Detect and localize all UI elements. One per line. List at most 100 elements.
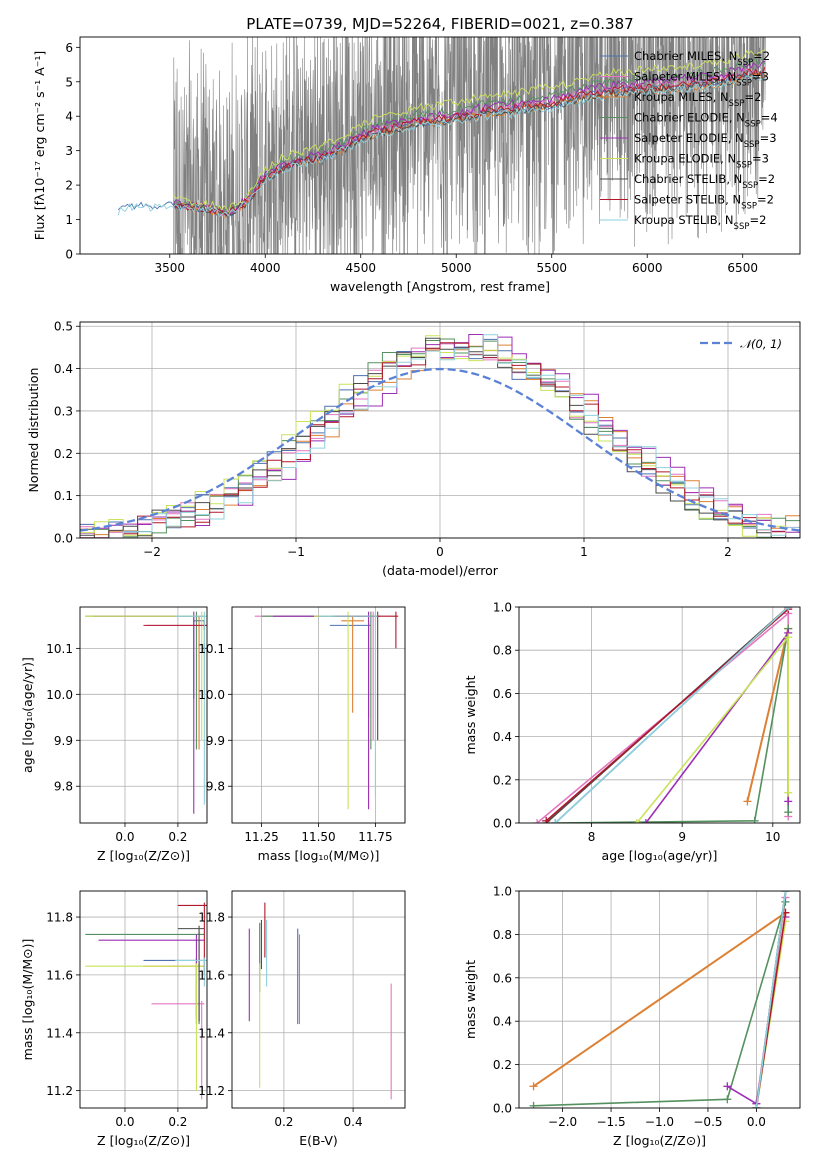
x-tick-label: 0 <box>436 545 444 559</box>
weight-line-salpeter_elodie <box>645 630 789 823</box>
y-axis-label: mass weight <box>463 675 478 754</box>
weight-marker-chabrier_elodie <box>723 1095 732 1104</box>
spectrum-legend: Chabrier MILES, NSSP=2 Salpeter MILES, NS… <box>600 49 778 232</box>
plot-area-mass_vs_ebv <box>232 891 405 1108</box>
y-tick-label: 11.2 <box>46 1084 73 1098</box>
panel-mass_weight_vs_age: 8 9 10 0.0 0.2 0.4 0.6 0.8 1.0 age [log₁₀(age/yr)… <box>463 601 801 863</box>
x-tick-label: 3500 <box>154 261 185 275</box>
errorbar-cross-kroupa_elodie <box>85 611 205 741</box>
x-tick-label: −1.0 <box>645 1115 674 1129</box>
x-axis-label: Z [log₁₀(Z/Z⊙)] <box>613 1133 706 1148</box>
errorbar-cross-salpeter_miles <box>254 611 378 741</box>
weight-marker-kroupa_stelib <box>752 1104 761 1108</box>
legend-label-chabrier_miles: Chabrier MILES, NSSP=2 <box>634 49 770 68</box>
plot-area-spectrum <box>117 37 766 254</box>
panel-mass_vs_ebv: 0.2 0.4 11.2 11.4 11.6 11.8 E(B-V) <box>198 890 406 1148</box>
errorbar-cross-chabrier_elodie <box>261 611 378 750</box>
model-spectrum-line-kroupa_elodie <box>173 49 766 215</box>
y-tick-label: 11.8 <box>198 911 225 925</box>
x-tick-label: 5000 <box>441 261 472 275</box>
x-tick-label: 10 <box>765 830 780 844</box>
x-axis-label: Z [log₁₀(Z/Z⊙)] <box>97 1133 190 1148</box>
legend-nssp: =2 <box>749 213 766 227</box>
weight-marker-salpeter_stelib <box>542 816 551 823</box>
y-tick-label: 0.1 <box>54 489 73 503</box>
legend-label-salpeter_miles: Salpeter MILES, NSSP=3 <box>634 70 769 89</box>
y-tick-label: 11.6 <box>46 968 73 982</box>
y-tick-label: 3 <box>65 144 73 158</box>
panel-age_vs_mass: 11.25 11.50 11.75 9.8 9.9 10.0 10.1 mass [log₁₀… <box>198 606 406 863</box>
errorbar-cross-kroupa_stelib <box>318 611 378 796</box>
axes-frame <box>231 606 406 824</box>
y-tick-label: 0.4 <box>493 730 512 744</box>
plot-area-mass_vs_Z <box>80 891 207 1108</box>
errorbar-cross-salpeter_miles <box>151 1000 205 1100</box>
y-tick-label: 11.4 <box>46 1026 73 1040</box>
plot-area-age_vs_Z <box>80 607 207 823</box>
model-spectrum-line-chabrier_stelib <box>173 70 766 217</box>
panel-mass_weight_vs_Z: −2.0 −1.5 −1.0 −0.5 0.0 0.0 0.2 0.4 0.6 0.8 1.0 Z [… <box>463 885 801 1148</box>
x-axis-label: mass [log₁₀(M/M⊙)] <box>258 848 380 863</box>
y-tick-label: 0.4 <box>493 1015 512 1029</box>
plot-area-age_vs_mass <box>232 607 405 823</box>
errorbar-cross-chabrier_stelib <box>177 925 205 1022</box>
x-tick-label: 6000 <box>632 261 663 275</box>
weight-marker-salpeter_elodie <box>723 1082 732 1091</box>
panel-spectrum: 3500 4000 4500 5000 5500 6000 6500 0 1 2 3 4 5 6 wavel… <box>32 36 801 294</box>
x-tick-label: −2.0 <box>548 1115 577 1129</box>
weight-marker-kroupa_elodie <box>784 633 793 642</box>
legend-model-name: Chabrier STELIB, N <box>634 172 742 186</box>
x-tick-label: −2 <box>143 545 161 559</box>
legend-subscript: SSP <box>745 120 761 130</box>
y-tick-label: 0.4 <box>54 362 73 376</box>
x-tick-label: 11.50 <box>301 830 335 844</box>
legend-label-kroupa_miles: Kroupa MILES, NSSP=2 <box>634 90 761 109</box>
legend-nssp: =2 <box>753 49 770 63</box>
legend-model-name: Kroupa MILES, N <box>634 90 729 104</box>
weight-marker-kroupa_elodie <box>632 819 641 823</box>
legend-nssp: =3 <box>752 152 769 166</box>
y-tick-label: 11.2 <box>198 1084 225 1098</box>
weight-marker-salpeter_miles <box>533 819 542 823</box>
errorbar-cross-chabrier_elodie <box>85 611 205 750</box>
y-tick-label: 9.8 <box>54 780 73 794</box>
weight-line-kroupa_stelib <box>755 891 787 1108</box>
axes-frame <box>79 36 801 255</box>
legend-model-name: Kroupa ELODIE, N <box>634 152 736 166</box>
x-tick-label: 0.0 <box>747 1115 766 1129</box>
errorbar-cross-chabrier_miles <box>143 957 205 1025</box>
legend-label-chabrier_elodie: Chabrier ELODIE, NSSP=4 <box>634 111 778 130</box>
legend-model-name: Salpeter STELIB, N <box>634 193 741 207</box>
legend-nssp: =2 <box>757 193 774 207</box>
plot-area-residual_histogram <box>80 322 800 538</box>
errorbar-cross-salpeter_elodie <box>93 611 205 814</box>
y-axis-label: mass weight <box>463 960 478 1039</box>
x-tick-label: 4500 <box>345 261 376 275</box>
y-tick-label: 0.2 <box>493 773 512 787</box>
y-tick-label: 0.3 <box>54 404 73 418</box>
x-axis-label: Z [log₁₀(Z/Z⊙)] <box>97 848 190 863</box>
x-tick-label: 0.0 <box>115 1115 134 1129</box>
y-tick-label: 0 <box>65 248 73 262</box>
x-tick-label: 0.4 <box>344 1115 363 1129</box>
y-tick-label: 10.0 <box>198 688 225 702</box>
legend-model-name: Kroupa STELIB, N <box>634 213 734 227</box>
x-tick-label: 1 <box>580 545 588 559</box>
legend-label-salpeter_elodie: Salpeter ELODIE, NSSP=3 <box>634 131 777 150</box>
weight-marker-salpeter_elodie <box>784 797 793 806</box>
model-spectrum-line-salpeter_stelib <box>173 66 766 216</box>
plot-area-mass_weight_vs_Z <box>519 891 800 1108</box>
y-tick-label: 11.6 <box>198 968 225 982</box>
y-tick-label: 0.0 <box>493 817 512 831</box>
y-tick-label: 0.8 <box>493 928 512 942</box>
legend-label-salpeter_stelib: Salpeter STELIB, NSSP=2 <box>634 193 774 212</box>
errorbar-cross-kroupa_stelib <box>175 957 207 987</box>
x-axis-label: E(B-V) <box>299 1133 338 1148</box>
y-axis-label: Flux [fλ10⁻¹⁷ erg cm⁻² s⁻¹ A⁻¹] <box>32 51 47 240</box>
errorbar-cross-kroupa_elodie <box>85 963 205 1091</box>
legend-nssp: =3 <box>752 70 769 84</box>
y-tick-label: 1 <box>65 213 73 227</box>
plot-area-mass_weight_vs_age <box>519 607 800 823</box>
legend-subscript: SSP <box>737 58 753 68</box>
y-tick-label: 1.0 <box>493 885 512 899</box>
